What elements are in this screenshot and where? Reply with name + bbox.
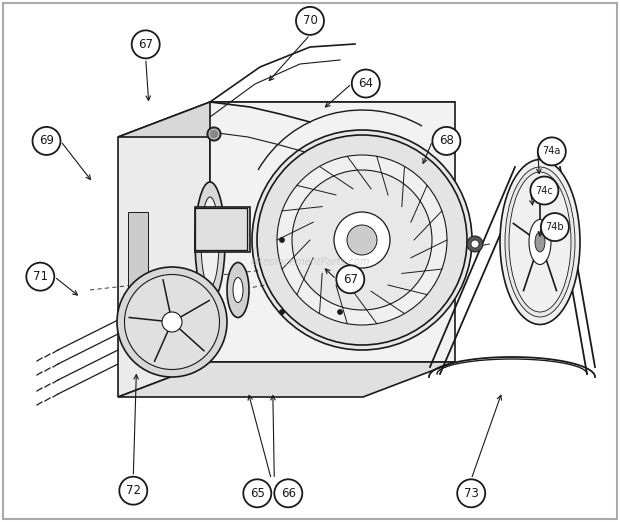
Polygon shape bbox=[118, 362, 455, 397]
Text: 67: 67 bbox=[343, 273, 358, 286]
Ellipse shape bbox=[233, 278, 243, 303]
Polygon shape bbox=[118, 102, 455, 137]
Text: 65: 65 bbox=[250, 487, 265, 500]
Circle shape bbox=[352, 69, 380, 98]
Circle shape bbox=[337, 238, 342, 243]
Bar bbox=[195, 208, 247, 250]
Text: eReplacementParts.com: eReplacementParts.com bbox=[250, 257, 370, 267]
Circle shape bbox=[530, 176, 559, 205]
Circle shape bbox=[457, 479, 485, 507]
Ellipse shape bbox=[529, 219, 551, 265]
Ellipse shape bbox=[257, 135, 467, 345]
Circle shape bbox=[26, 263, 55, 291]
Circle shape bbox=[131, 30, 160, 58]
Text: 68: 68 bbox=[439, 135, 454, 147]
Circle shape bbox=[467, 236, 483, 252]
Ellipse shape bbox=[292, 170, 432, 310]
Bar bbox=[128, 212, 148, 292]
Text: 72: 72 bbox=[126, 484, 141, 497]
Circle shape bbox=[119, 477, 148, 505]
Ellipse shape bbox=[201, 197, 219, 287]
Ellipse shape bbox=[509, 172, 571, 312]
Ellipse shape bbox=[195, 182, 225, 302]
Text: 67: 67 bbox=[138, 38, 153, 51]
Text: 64: 64 bbox=[358, 77, 373, 90]
Circle shape bbox=[32, 127, 61, 155]
Circle shape bbox=[296, 7, 324, 35]
Ellipse shape bbox=[117, 267, 227, 377]
Ellipse shape bbox=[227, 263, 249, 317]
Circle shape bbox=[334, 212, 390, 268]
Circle shape bbox=[336, 265, 365, 293]
Circle shape bbox=[243, 479, 272, 507]
Ellipse shape bbox=[535, 232, 545, 252]
Ellipse shape bbox=[277, 155, 447, 325]
Text: 74b: 74b bbox=[546, 222, 564, 232]
Circle shape bbox=[347, 225, 377, 255]
Circle shape bbox=[274, 479, 303, 507]
Circle shape bbox=[280, 310, 285, 314]
Text: 66: 66 bbox=[281, 487, 296, 500]
Circle shape bbox=[337, 310, 342, 314]
Circle shape bbox=[538, 137, 566, 165]
Ellipse shape bbox=[500, 160, 580, 325]
Text: 74a: 74a bbox=[542, 146, 561, 157]
Circle shape bbox=[209, 129, 219, 139]
Circle shape bbox=[432, 127, 461, 155]
Polygon shape bbox=[210, 102, 455, 362]
Ellipse shape bbox=[505, 167, 575, 317]
Circle shape bbox=[541, 213, 569, 241]
Polygon shape bbox=[118, 102, 210, 397]
Ellipse shape bbox=[125, 275, 219, 370]
Circle shape bbox=[280, 238, 285, 243]
Ellipse shape bbox=[207, 127, 221, 141]
Text: 71: 71 bbox=[33, 270, 48, 283]
Circle shape bbox=[471, 240, 479, 248]
Ellipse shape bbox=[252, 130, 472, 350]
Circle shape bbox=[162, 312, 182, 332]
Text: 69: 69 bbox=[39, 135, 54, 147]
Text: 70: 70 bbox=[303, 15, 317, 27]
Text: 74c: 74c bbox=[536, 185, 553, 196]
Bar bbox=[195, 207, 250, 252]
Text: 73: 73 bbox=[464, 487, 479, 500]
